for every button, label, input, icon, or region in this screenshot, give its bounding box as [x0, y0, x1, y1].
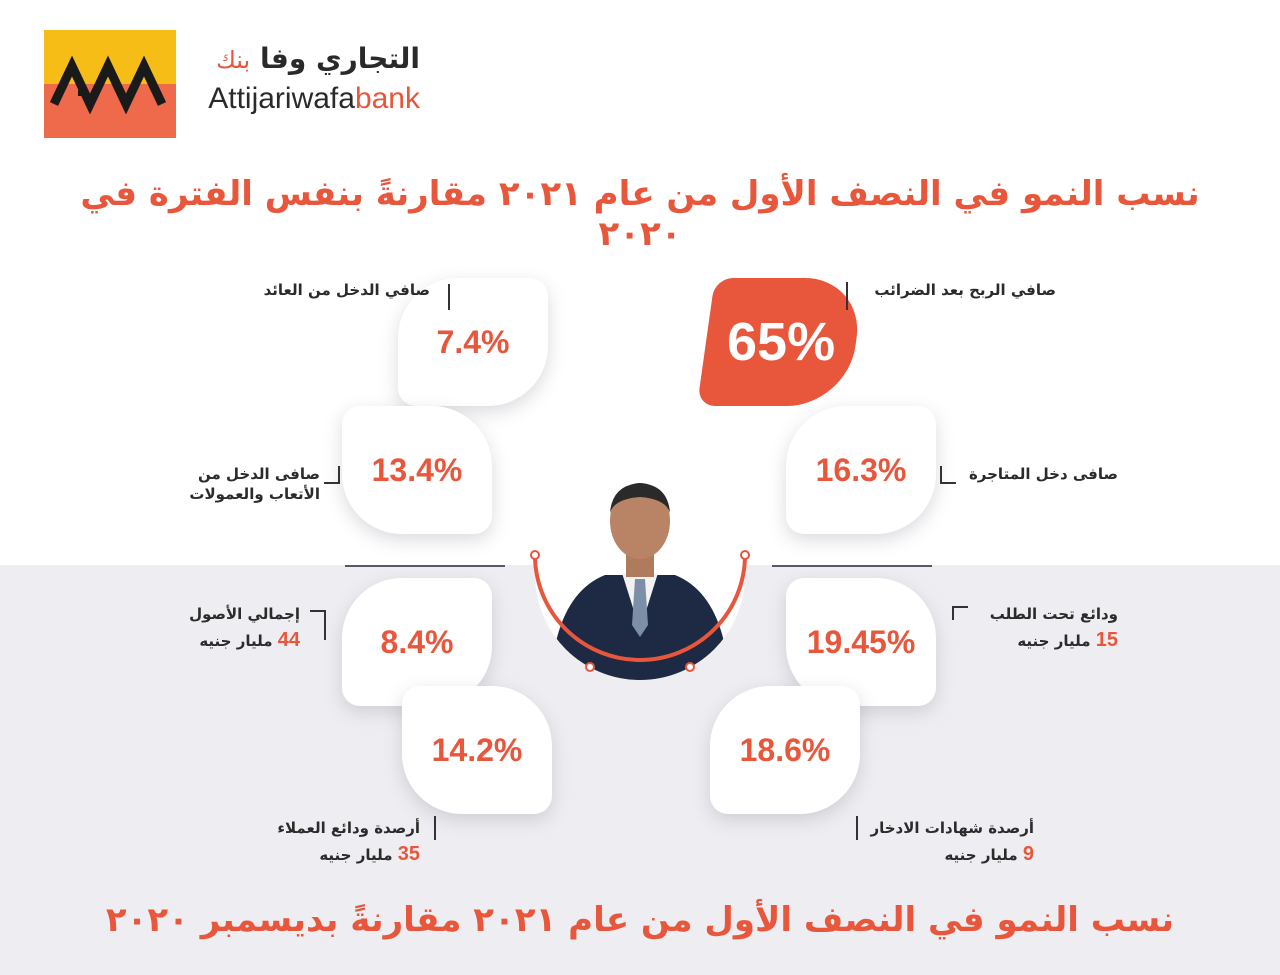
savings-certificates-unit: مليار جنيه	[944, 846, 1018, 864]
logo-english: Attijariwafabank	[180, 82, 420, 116]
total-assets-amount-row: 44 مليار جنيه	[150, 630, 300, 651]
savings-certificates-amount: 9	[1022, 843, 1034, 865]
total-assets-amount: 44	[277, 629, 300, 651]
net-profit-label: صافي الربح بعد الضرائب	[874, 281, 1056, 299]
net-profit-value: 65%	[726, 312, 836, 372]
customer-deposits-title: أرصدة ودائع العملاء	[277, 819, 420, 837]
customer-deposits-label: أرصدة ودائع العملاء 35 مليار جنيه	[240, 818, 420, 865]
executive-portrait	[530, 470, 750, 680]
net-trading-income-tick	[940, 466, 956, 484]
divider-left	[345, 565, 505, 567]
petal-net-profit: 65%	[697, 278, 865, 406]
savings-certificates-tick	[856, 816, 868, 840]
petal-savings-certificates: 18.6%	[710, 686, 860, 814]
savings-certificates-amount-row: 9 مليار جنيه	[866, 844, 1034, 865]
logo-arabic-bank: بنك	[216, 46, 251, 74]
demand-deposits-amount: 15	[1095, 629, 1118, 651]
net-trading-income-value: 16.3%	[815, 451, 907, 488]
petal-net-trading-income: 16.3%	[786, 406, 936, 534]
savings-certificates-title: أرصدة شهادات الادخار	[870, 819, 1034, 837]
customer-deposits-unit: مليار جنيه	[319, 846, 393, 864]
divider-right	[772, 565, 932, 567]
demand-deposits-unit: مليار جنيه	[1017, 632, 1091, 650]
petal-demand-deposits: 19.45%	[786, 578, 936, 706]
logo-english-name: Attijariwafa	[208, 82, 355, 115]
petal-total-assets: 8.4%	[342, 578, 492, 706]
logo-arabic-name: التجاري وفا	[259, 42, 420, 75]
heading-vs-december: نسب النمو في النصف الأول من عام ٢٠٢١ مقا…	[105, 900, 1175, 940]
net-fees-income-title-line1: صافى الدخل من	[198, 465, 320, 483]
net-yield-income-value: 7.4%	[436, 323, 510, 360]
demand-deposits-value: 19.45%	[806, 623, 916, 660]
logo-arabic: التجاري وفا بنك	[180, 42, 420, 75]
net-yield-income-tick	[436, 284, 450, 310]
customer-deposits-tick	[424, 816, 436, 840]
customer-deposits-amount: 35	[397, 843, 420, 865]
net-yield-income-label: صافي الدخل من العائد	[263, 281, 430, 299]
customer-deposits-amount-row: 35 مليار جنيه	[240, 844, 420, 865]
total-assets-title: إجمالي الأصول	[189, 605, 300, 623]
logo-english-bank: bank	[354, 82, 420, 115]
logo-arrows-icon	[50, 55, 167, 114]
net-fees-income-title-line2: الأتعاب والعمولات	[189, 485, 320, 503]
demand-deposits-label: ودائع تحت الطلب 15 مليار جنيه	[970, 604, 1118, 651]
petal-net-fees-income: 13.4%	[342, 406, 492, 534]
total-assets-unit: مليار جنيه	[199, 632, 273, 650]
petal-net-yield-income: 7.4%	[398, 278, 548, 406]
net-fees-income-value: 13.4%	[371, 451, 463, 488]
savings-certificates-value: 18.6%	[739, 731, 831, 768]
demand-deposits-amount-row: 15 مليار جنيه	[970, 630, 1118, 651]
total-assets-value: 8.4%	[380, 623, 454, 660]
net-trading-income-label: صافى دخل المتاجرة	[968, 465, 1118, 483]
petal-customer-deposits: 14.2%	[402, 686, 552, 814]
net-fees-income-tick	[324, 466, 340, 484]
savings-certificates-label: أرصدة شهادات الادخار 9 مليار جنيه	[866, 818, 1034, 865]
demand-deposits-title: ودائع تحت الطلب	[989, 605, 1118, 623]
customer-deposits-value: 14.2%	[431, 731, 523, 768]
demand-deposits-tick	[952, 606, 968, 620]
logo-mark	[44, 30, 176, 138]
total-assets-label: إجمالي الأصول 44 مليار جنيه	[150, 604, 300, 651]
total-assets-tick	[310, 610, 326, 640]
net-profit-tick	[846, 282, 858, 310]
heading-yoy-growth: نسب النمو في النصف الأول من عام ٢٠٢١ مقا…	[80, 174, 1200, 254]
net-fees-income-label: صافى الدخل من الأتعاب والعمولات	[150, 464, 320, 504]
